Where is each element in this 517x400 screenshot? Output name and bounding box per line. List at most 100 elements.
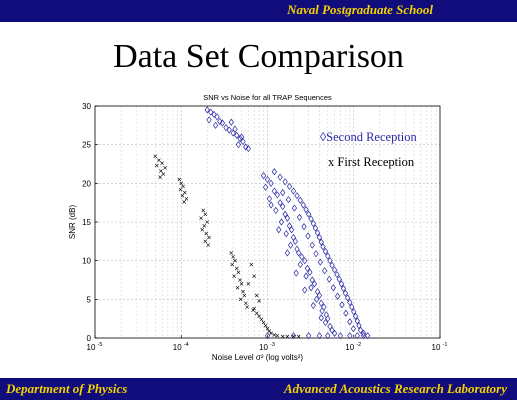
second-reception-point: [306, 210, 312, 218]
y-tick-label: 0: [87, 334, 92, 343]
second-reception-point: [327, 322, 333, 330]
first-reception-point: [235, 285, 240, 290]
second-reception-point: [283, 230, 289, 238]
first-reception-point: [249, 262, 254, 267]
second-reception-point: [292, 237, 298, 245]
second-reception-point: [347, 298, 353, 307]
second-reception-point: [340, 284, 347, 293]
second-reception-point: [326, 275, 332, 283]
second-reception-point: [264, 175, 271, 184]
first-reception-point: [236, 270, 241, 275]
first-reception-point: [234, 266, 239, 271]
first-reception-point: [238, 278, 242, 282]
second-reception-point: [319, 307, 325, 315]
second-reception-point: [349, 303, 355, 311]
bottom-bar: Department of Physics Advanced Acoustics…: [0, 378, 517, 400]
second-reception-point: [300, 201, 306, 209]
first-reception-point: [177, 177, 182, 182]
second-reception-point: [308, 284, 314, 292]
y-tick-label: 10: [82, 257, 91, 266]
first-reception-point: [163, 166, 167, 170]
second-reception-point: [325, 315, 331, 323]
y-axis-label: SNR (dB): [68, 205, 77, 240]
second-reception-point: [322, 267, 328, 275]
y-tick-label: 30: [82, 102, 91, 111]
first-reception-point: [252, 306, 256, 311]
second-reception-point: [314, 229, 321, 237]
second-reception-point: [329, 261, 335, 269]
second-reception-point: [350, 325, 357, 333]
second-reception-point: [310, 301, 316, 310]
first-reception-point: [251, 308, 255, 312]
second-reception-point: [310, 219, 316, 228]
first-reception-point: [160, 161, 164, 166]
first-reception-point: [207, 235, 211, 240]
x-tick-label: 10: [259, 343, 268, 352]
second-reception-point: [352, 312, 359, 320]
first-reception-point: [243, 301, 248, 306]
second-reception-point: [264, 332, 271, 340]
second-reception-point: [313, 295, 320, 303]
second-reception-point: [320, 243, 326, 251]
second-reception-point: [293, 269, 299, 277]
second-reception-point: [266, 195, 272, 203]
first-reception-point: [181, 184, 185, 189]
second-reception-point: [284, 249, 291, 257]
first-reception-point: [203, 239, 208, 244]
second-reception-point: [271, 187, 277, 195]
second-reception-point: [217, 117, 223, 126]
second-reception-point: [206, 116, 212, 124]
second-reception-point: [330, 284, 336, 292]
second-reception-point: [354, 332, 360, 340]
second-reception-point: [284, 214, 291, 222]
x-tick-exponent: -3: [270, 342, 275, 348]
first-reception-point: [199, 216, 203, 220]
second-reception-point: [329, 326, 335, 334]
second-reception-point: [282, 178, 288, 186]
second-reception-point: [277, 199, 283, 207]
second-reception-point: [286, 222, 293, 230]
second-reception-point: [303, 272, 309, 280]
chart-title: SNR vs Noise for all TRAP Sequences: [203, 93, 332, 102]
second-reception-point: [306, 332, 312, 340]
x-tick-label: 10: [173, 343, 182, 352]
second-reception-point: [286, 182, 293, 191]
first-reception-point: [200, 227, 205, 232]
second-reception-point: [325, 332, 331, 340]
second-reception-point: [345, 294, 351, 302]
second-reception-point: [223, 124, 229, 132]
second-reception-point: [237, 134, 243, 143]
second-reception-point: [317, 258, 323, 266]
second-reception-point: [338, 280, 345, 288]
second-reception-point: [354, 317, 360, 325]
first-reception-point: [242, 293, 247, 298]
first-reception-point: [241, 289, 245, 294]
first-reception-point: [272, 333, 277, 337]
second-reception-point: [235, 141, 242, 149]
second-reception-point: [347, 332, 353, 340]
second-reception-point: [309, 241, 315, 249]
first-reception-point: [245, 305, 249, 309]
first-reception-point: [246, 282, 251, 286]
x-tick-exponent: -1: [443, 342, 448, 348]
second-reception-point: [240, 137, 246, 146]
second-reception-point: [325, 252, 331, 260]
first-reception-point: [259, 317, 264, 322]
slide-title: Data Set Comparison: [113, 38, 404, 75]
second-reception-point: [294, 192, 300, 200]
second-reception-point: [365, 332, 371, 340]
second-reception-point: [327, 257, 333, 265]
second-reception-point: [307, 268, 313, 276]
second-reception-point: [299, 253, 305, 261]
second-reception-point: [290, 187, 297, 195]
x-tick-label: 10: [432, 343, 441, 352]
x-tick-exponent: -2: [356, 342, 361, 348]
first-reception-point: [257, 314, 261, 319]
second-reception-point: [337, 332, 344, 340]
second-reception-point: [302, 286, 308, 294]
second-reception-point: [318, 299, 324, 307]
second-reception-point: [360, 329, 367, 337]
first-reception-point: [254, 293, 259, 298]
second-reception-point: [360, 332, 367, 340]
second-reception-point: [238, 133, 245, 141]
